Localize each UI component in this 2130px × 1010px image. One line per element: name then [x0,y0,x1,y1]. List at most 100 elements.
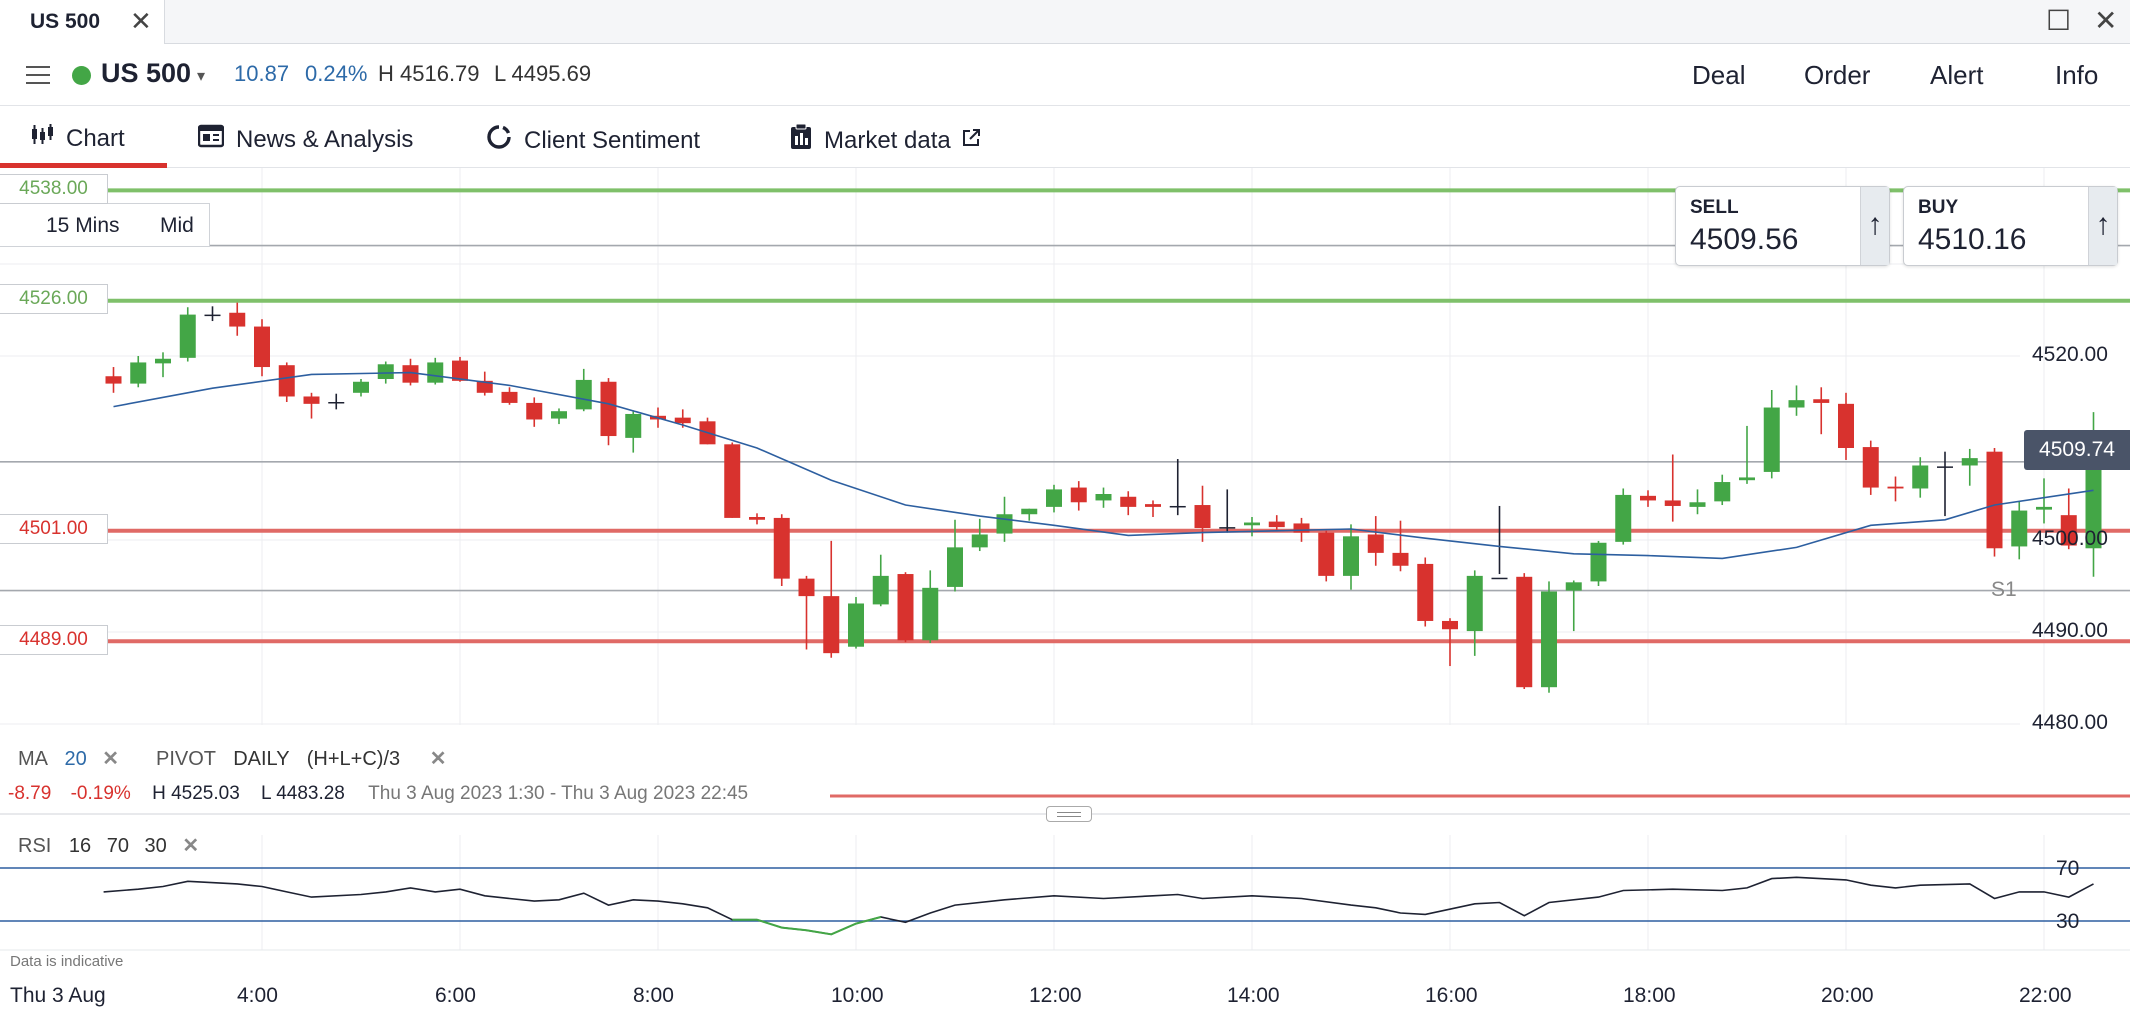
candle [476,371,493,396]
candle-body [1491,577,1508,580]
price-chart[interactable]: Thu 3 Aug 4:00 6:00 8:00 10:00 12:00 14:00 16:0… [0,168,2130,1010]
window-tab-label: US 500 [30,10,101,33]
tab-news-analysis[interactable]: News & Analysis [197,124,414,155]
candle [254,319,270,377]
candle [1615,488,1632,545]
remove-pivot-icon[interactable]: ✕ [429,748,447,770]
candle [1169,459,1186,516]
rsi-indicator-legend: RSI 16 70 30 ✕ [18,833,199,858]
tab-news-analysis-label: News & Analysis [236,125,414,153]
candle-body [254,326,270,368]
info-button[interactable]: Info [2055,60,2099,90]
candle [1367,516,1384,566]
tab-close-icon[interactable]: ✕ [130,6,152,36]
candle-body [1961,458,1978,466]
candle-body [1442,620,1458,630]
x-tick-label: 10:00 [831,984,884,1007]
tab-client-sentiment[interactable]: Client Sentiment [486,124,700,157]
candle [1343,524,1359,590]
remove-ma-icon[interactable]: ✕ [102,748,120,770]
candle [2036,478,2052,524]
candle [1986,448,2003,557]
chevron-down-icon[interactable]: ▾ [197,68,206,85]
candle-body [600,381,617,437]
price-levels [0,188,2130,798]
candle-body [1788,400,1805,408]
candle-body [501,391,518,403]
order-button[interactable]: Order [1804,60,1871,90]
candle-body [798,578,815,597]
candle [600,378,617,446]
candle-body [1120,496,1137,507]
rsi-upper[interactable]: 70 [106,835,129,857]
candle-body [1739,477,1755,481]
sell-button[interactable]: SELL 4509.56 ↑ [1675,186,1890,266]
candle-body [1565,582,1582,591]
candle-body [328,402,345,404]
pivot-label: PIVOT [156,748,216,770]
rsi-label: RSI [18,835,52,857]
candle-body [1070,487,1087,503]
resistance-level-label[interactable]: 4526.00 [0,284,108,314]
x-tick-label: 8:00 [633,984,674,1007]
pivot-formula[interactable]: (H+L+C)/3 [306,748,401,770]
candle-body [1664,500,1681,506]
candle [452,356,468,382]
candle-body [1219,527,1236,529]
window-tab-us500[interactable]: US 500 ✕ [0,0,165,44]
rsi-period[interactable]: 16 [68,835,92,857]
buy-button[interactable]: BUY 4510.16 ↑ [1903,186,2118,266]
rsi-line [103,876,2094,936]
candle-body [1293,523,1310,533]
x-tick-label: 4:00 [237,984,278,1007]
ma-period[interactable]: 20 [64,748,87,770]
support-level-label[interactable]: 4489.00 [0,625,108,655]
tab-chart[interactable]: Chart [30,124,125,153]
candle-body [427,362,444,383]
candle [798,575,815,650]
moving-average-line [113,371,2094,560]
pane-resize-handle[interactable] [1046,806,1092,822]
candle-body [1021,508,1038,515]
candle [922,570,939,644]
candle [1318,530,1335,582]
candle-body [303,396,320,404]
candle [1763,390,1780,479]
hamburger-menu-icon[interactable] [26,66,50,84]
candle-body [1590,542,1607,582]
pivot-period[interactable]: DAILY [233,748,290,770]
candle [229,302,246,336]
resistance-level-label[interactable]: 4538.00 [0,174,108,204]
instrument-name[interactable]: US 500 [101,58,192,88]
candles [105,302,2102,693]
remove-rsi-icon[interactable]: ✕ [182,835,200,857]
x-tick-label: 14:00 [1227,984,1280,1007]
candle-body [1392,552,1409,566]
range-low: L 4483.28 [261,783,345,804]
candle-body [377,364,394,379]
candle [353,379,369,397]
candle-body [773,517,790,579]
support-level-label[interactable]: 4501.00 [0,514,108,544]
candle [1046,484,1062,513]
rsi-oversold-segment [732,916,882,936]
ma-indicator-legend: MA 20 ✕ [18,746,119,771]
candle-body [1244,522,1260,526]
candle-body [1466,575,1483,632]
candle [1714,474,1731,506]
window-close-icon[interactable]: ✕ [2094,5,2118,36]
deal-button[interactable]: Deal [1692,60,1746,90]
interval-selector[interactable]: 15 Mins [46,214,120,237]
alert-button[interactable]: Alert [1930,60,1984,90]
maximize-icon[interactable]: ☐ [2046,5,2072,36]
tab-market-data[interactable]: Market data [790,123,993,157]
candle [1268,515,1285,530]
price-type-selector[interactable]: Mid [160,214,194,237]
candle-body [2060,515,2077,546]
timeframe-selector: 15 Mins Mid [0,203,210,247]
candle [155,352,171,378]
buy-label: BUY [1918,197,1959,218]
data-disclaimer: Data is indicative [10,953,124,970]
rsi-lower[interactable]: 30 [144,835,167,857]
candle [427,357,444,385]
